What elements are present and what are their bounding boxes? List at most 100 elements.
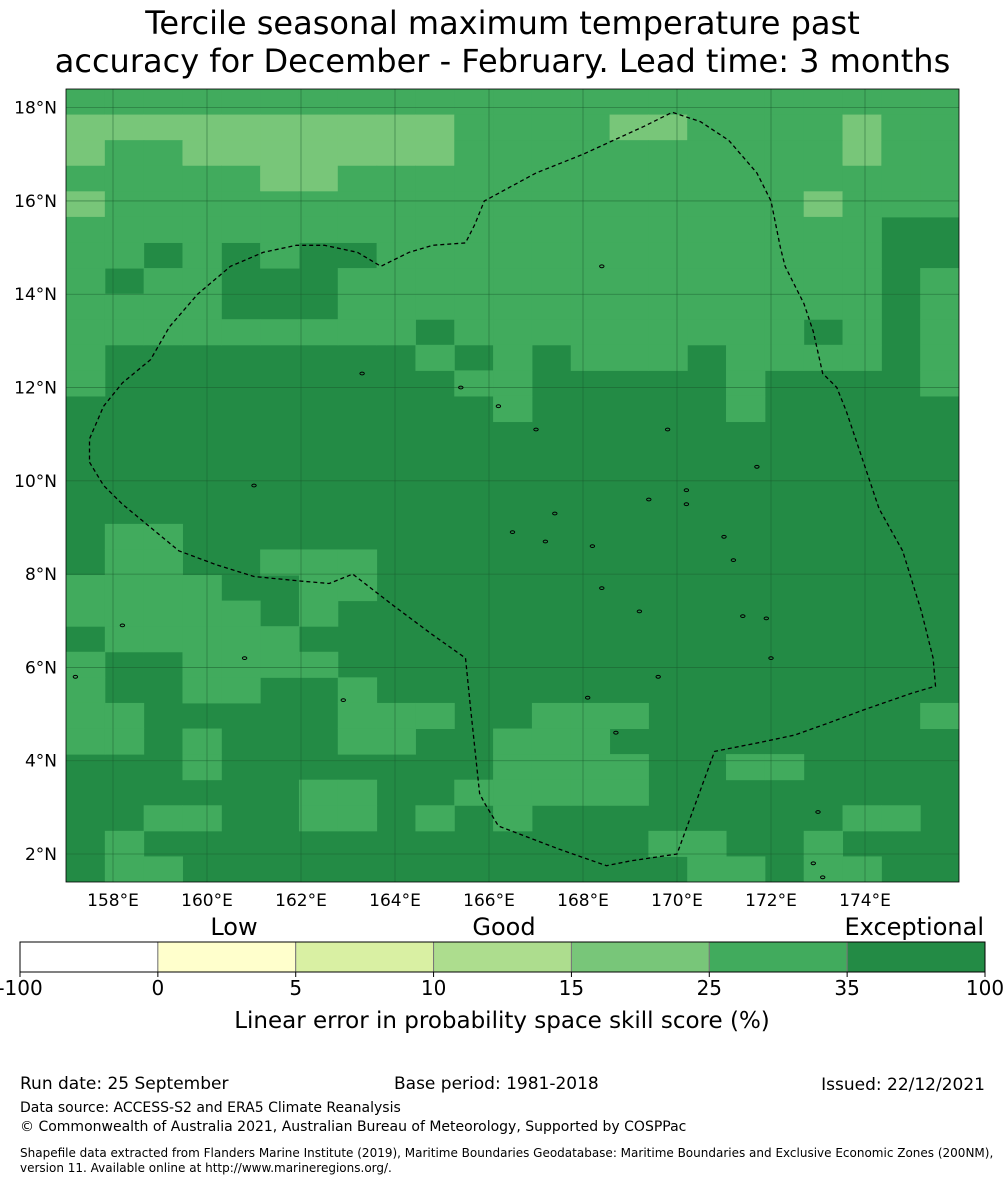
island-outline	[359, 371, 365, 376]
skill-cell	[337, 268, 378, 295]
skill-cell	[415, 268, 455, 295]
skill-cell	[337, 702, 378, 730]
skill-cell	[531, 89, 572, 116]
island-outline	[721, 534, 727, 539]
skill-cell	[182, 677, 222, 704]
skill-cell	[764, 216, 805, 243]
legend-caption: Linear error in probability space skill …	[234, 1008, 770, 1034]
island-outline	[810, 861, 816, 866]
skill-cell	[104, 293, 145, 320]
skill-cell	[298, 600, 339, 627]
skill-cell	[454, 140, 494, 167]
latitude-tick-label: 2°N	[25, 845, 57, 865]
skill-cell	[260, 549, 300, 576]
colorbar-segment	[157, 941, 297, 973]
skill-cell	[726, 344, 766, 371]
skill-cell	[648, 293, 688, 320]
skill-cell	[182, 575, 222, 602]
island-outline	[646, 497, 652, 502]
skill-cell	[726, 293, 766, 320]
skill-cell	[182, 600, 222, 627]
skill-cell	[842, 114, 882, 141]
colorbar-segment	[19, 941, 159, 973]
skill-cell	[920, 165, 959, 192]
skill-cell	[648, 89, 688, 116]
skill-cell	[182, 165, 222, 192]
skill-cell	[764, 140, 805, 167]
skill-cell	[415, 140, 455, 167]
skill-cell	[66, 216, 106, 243]
skill-cell	[609, 702, 649, 730]
island-outline	[119, 623, 126, 628]
skill-cell	[143, 549, 183, 576]
skill-cell	[221, 600, 261, 627]
island-outline	[683, 502, 690, 507]
skill-cell	[143, 165, 183, 192]
skill-cell	[337, 319, 378, 346]
skill-cell	[415, 293, 455, 320]
colorbar-tick-label: -100	[0, 976, 43, 1000]
skill-cell	[104, 114, 145, 141]
skill-cell	[570, 728, 611, 755]
skill-cell	[842, 140, 882, 167]
skill-cell	[454, 165, 494, 192]
skill-cell	[570, 754, 611, 781]
skill-cell	[803, 216, 844, 243]
skill-cell	[221, 165, 261, 192]
skill-cell	[648, 165, 688, 192]
longitude-tick-label: 158°E	[87, 891, 139, 911]
skill-cell	[415, 216, 455, 243]
legend-category-exceptional: Exceptional	[845, 913, 985, 941]
skill-cell	[842, 165, 882, 192]
colorbar-tick-label: 10	[421, 976, 446, 1000]
longitude-tick-label: 160°E	[181, 891, 233, 911]
skill-cell	[66, 191, 106, 218]
skill-cell	[803, 856, 844, 882]
skill-cell	[143, 140, 183, 167]
skill-cell	[104, 140, 145, 167]
eez-boundary	[88, 111, 937, 867]
skill-cell	[454, 370, 494, 397]
skill-cell	[221, 114, 261, 141]
skill-cell	[104, 728, 145, 755]
skill-cell	[648, 191, 688, 218]
skill-cell	[376, 728, 416, 755]
skill-cell	[260, 242, 300, 269]
skill-cell	[104, 242, 145, 269]
skill-cell	[182, 319, 222, 346]
skill-cell	[648, 140, 688, 167]
skill-cell	[609, 165, 649, 192]
skill-cell	[104, 191, 145, 218]
skill-cell	[570, 242, 611, 269]
skill-cell	[648, 830, 688, 857]
base-period: Base period: 1981-2018	[394, 1074, 599, 1094]
skill-cell	[687, 89, 727, 116]
skill-cell	[570, 89, 611, 116]
colorbar: -100 0 5 10 15 25 35 100 Low Good Exceptional L…	[0, 913, 1004, 1034]
skill-cell	[570, 779, 611, 806]
island-outline	[509, 530, 516, 534]
skill-cell	[764, 344, 805, 371]
island-outline	[636, 609, 643, 614]
island-outline	[599, 586, 605, 590]
latitude-tick-label: 12°N	[14, 379, 57, 399]
skill-cell	[143, 293, 183, 320]
skill-cell	[143, 600, 183, 627]
skill-cell	[881, 191, 921, 218]
skill-cell	[143, 856, 183, 882]
skill-cell	[221, 140, 261, 167]
skill-cell	[182, 140, 222, 167]
skill-cell	[221, 626, 261, 653]
skill-cell	[609, 754, 649, 781]
skill-cell	[337, 728, 378, 755]
skill-cell	[260, 89, 300, 116]
skill-cell	[493, 216, 533, 243]
skill-cell	[66, 600, 106, 627]
skill-cell	[337, 140, 378, 167]
skill-cell	[221, 216, 261, 243]
skill-cell	[66, 242, 106, 269]
skill-cell	[920, 191, 959, 218]
skill-cell	[726, 242, 766, 269]
skill-cells	[66, 89, 959, 882]
